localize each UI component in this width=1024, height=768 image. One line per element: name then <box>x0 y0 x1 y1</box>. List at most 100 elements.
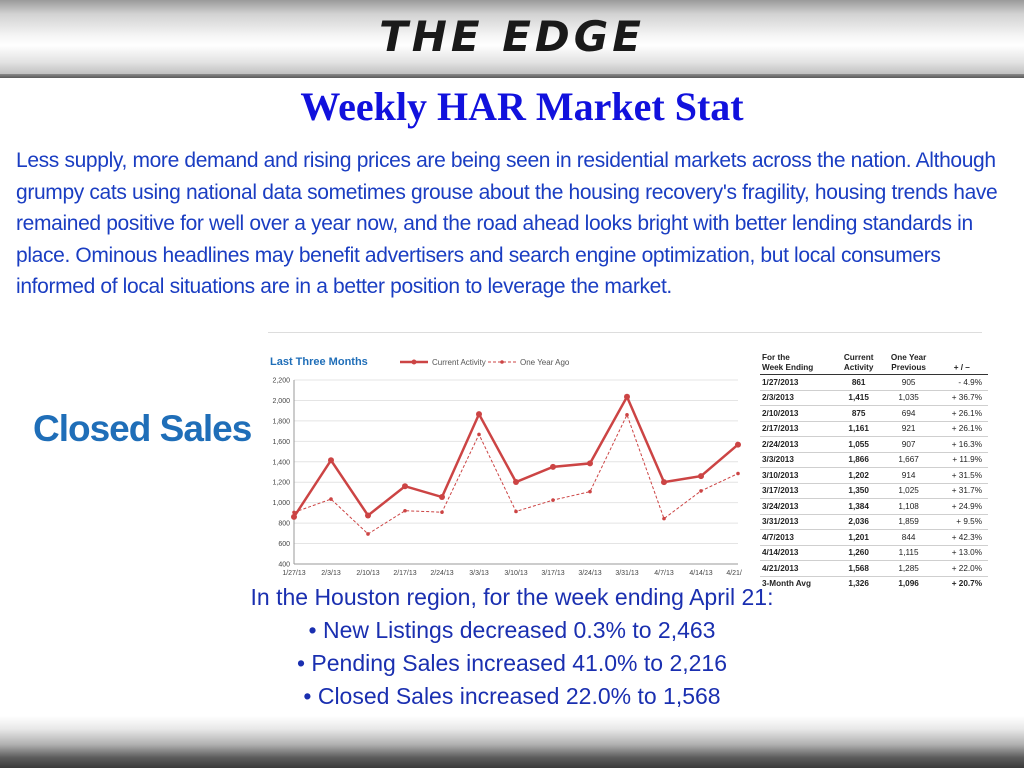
cell-change: + 31.7% <box>935 483 988 499</box>
data-point-current-activity <box>661 479 667 486</box>
cell-change: + 36.7% <box>935 390 988 406</box>
x-tick-label: 3/24/13 <box>578 570 601 577</box>
data-point-one-year-ago <box>403 508 407 513</box>
closed-sales-table: For the Week Ending Current Activity One Y… <box>760 352 988 591</box>
chart-svg: Last Three Months Current Activity One Yea… <box>270 356 742 577</box>
cell-current: 1,055 <box>835 436 882 453</box>
legend-label-current: Current Activity <box>432 358 486 367</box>
header-previous-l2: Previous <box>891 363 926 372</box>
y-tick-label: 1,600 <box>272 439 290 446</box>
closed-sales-chart: Last Three Months Current Activity One Yea… <box>262 348 742 580</box>
y-tick-label: 1,000 <box>272 500 290 507</box>
series-line-one-year-ago <box>293 413 739 535</box>
cell-week-ending: 3/3/2013 <box>760 452 836 468</box>
x-tick-label: 3/10/13 <box>504 570 527 577</box>
cell-previous: 1,035 <box>881 390 936 406</box>
cell-previous: 914 <box>881 467 936 484</box>
header-week-ending-l2: Week Ending <box>762 363 814 372</box>
x-tick-label: 3/3/13 <box>469 570 489 577</box>
cell-change: + 26.1% <box>935 405 988 422</box>
table-footer-row: 3-Month Avg 1,326 1,096 + 20.7% <box>760 576 988 591</box>
cell-week-ending: 4/14/2013 <box>760 545 836 561</box>
cell-week-ending: 3/17/2013 <box>760 483 836 499</box>
cell-previous: 907 <box>881 436 936 453</box>
cell-week-ending: 3/31/2013 <box>760 514 836 530</box>
y-tick-label: 2,000 <box>272 398 290 405</box>
cell-previous: 1,115 <box>881 545 936 561</box>
x-tick-label: 2/17/13 <box>393 570 416 577</box>
header-previous: One Year Previous <box>882 352 936 375</box>
cell-change: + 24.9% <box>935 498 988 515</box>
data-point-one-year-ago <box>440 510 444 514</box>
legend-marker-current <box>411 359 417 365</box>
legend-marker-previous <box>500 360 504 364</box>
footer-current: 1,326 <box>848 579 869 589</box>
footer-label: 3-Month Avg <box>762 579 811 589</box>
header-current-l2: Activity <box>843 363 874 372</box>
cell-previous: 1,108 <box>881 498 936 515</box>
cell-previous: 694 <box>881 405 936 422</box>
table-row: 4/14/2013 1,260 1,115 + 13.0% <box>760 545 988 561</box>
x-tick-label: 2/10/13 <box>356 570 379 577</box>
table-body: 1/27/2013 861 905- 4.9% 2/3/2013 1,415 1,035 +… <box>760 374 988 577</box>
table-row: 2/24/2013 1,055 907 + 16.3% <box>760 436 988 453</box>
cell-previous: 905 <box>881 374 936 391</box>
summary-line-new-listings: • New Listings decreased 0.3% to 2,463 <box>308 617 716 643</box>
cell-previous: 844 <box>881 529 936 546</box>
y-tick-label: 1,200 <box>272 480 290 487</box>
divider <box>268 332 982 333</box>
x-tick-label: 1/27/13 <box>282 570 305 577</box>
data-point-one-year-ago <box>662 516 666 521</box>
cell-week-ending: 2/10/2013 <box>760 405 836 422</box>
cell-week-ending: 3/10/2013 <box>760 467 836 484</box>
cell-previous: 1,285 <box>881 560 936 577</box>
cell-week-ending: 4/21/2013 <box>760 560 836 577</box>
y-tick-label: 800 <box>278 521 290 528</box>
legend-label-previous: One Year Ago <box>520 358 570 367</box>
cell-change: + 31.5% <box>935 467 988 484</box>
footer-previous: 1,096 <box>898 579 919 589</box>
chart-title: Last Three Months <box>270 356 368 368</box>
data-point-one-year-ago <box>736 471 740 476</box>
header-bar: THE EDGE <box>0 0 1024 78</box>
data-point-current-activity <box>476 411 482 418</box>
data-point-current-activity <box>624 393 630 400</box>
data-point-one-year-ago <box>366 532 370 536</box>
intro-paragraph: Less supply, more demand and rising pric… <box>16 149 998 298</box>
cell-previous: 921 <box>881 421 936 437</box>
table-row: 3/3/2013 1,866 1,667 + 11.9% <box>760 452 988 468</box>
header-previous-l1: One Year <box>890 353 927 362</box>
data-point-current-activity <box>365 512 371 519</box>
data-point-current-activity <box>698 473 704 480</box>
summary-line-heading: In the Houston region, for the week endi… <box>250 584 774 610</box>
cell-current: 1,202 <box>835 467 882 484</box>
data-point-current-activity <box>587 460 593 467</box>
x-tick-label: 3/31/13 <box>615 570 638 577</box>
cell-change: + 11.9% <box>935 452 988 468</box>
x-tick-label: 4/7/13 <box>654 570 674 577</box>
header-week-ending: For the Week Ending <box>760 352 836 375</box>
cell-change: + 26.1% <box>935 421 988 437</box>
cell-change: + 16.3% <box>935 436 988 453</box>
table-row: 4/21/2013 1,568 1,285 + 22.0% <box>760 560 988 577</box>
header-current: Current Activity <box>836 352 882 375</box>
y-tick-label: 400 <box>278 562 290 569</box>
series-line-current-activity <box>292 393 739 518</box>
cell-change: + 22.0% <box>935 560 988 577</box>
cell-current: 1,568 <box>835 560 882 577</box>
data-point-current-activity <box>439 494 445 501</box>
table-row: 2/3/2013 1,415 1,035 + 36.7% <box>760 390 988 406</box>
cell-change: + 9.5% <box>935 514 988 530</box>
logo: THE EDGE <box>379 12 645 61</box>
y-tick-label: 1,800 <box>272 418 290 425</box>
data-point-current-activity <box>735 441 741 448</box>
data-point-one-year-ago <box>699 489 703 493</box>
y-tick-label: 1,400 <box>272 459 290 466</box>
cell-change: + 13.0% <box>935 545 988 561</box>
cell-current: 875 <box>835 405 882 422</box>
cell-current: 861 <box>835 374 882 391</box>
summary-block: In the Houston region, for the week endi… <box>0 581 1024 713</box>
x-tick-label: 4/21/13 <box>726 570 742 577</box>
summary-line-closed-sales: • Closed Sales increased 22.0% to 1,568 <box>303 683 721 709</box>
header-change: + / – <box>953 363 970 372</box>
